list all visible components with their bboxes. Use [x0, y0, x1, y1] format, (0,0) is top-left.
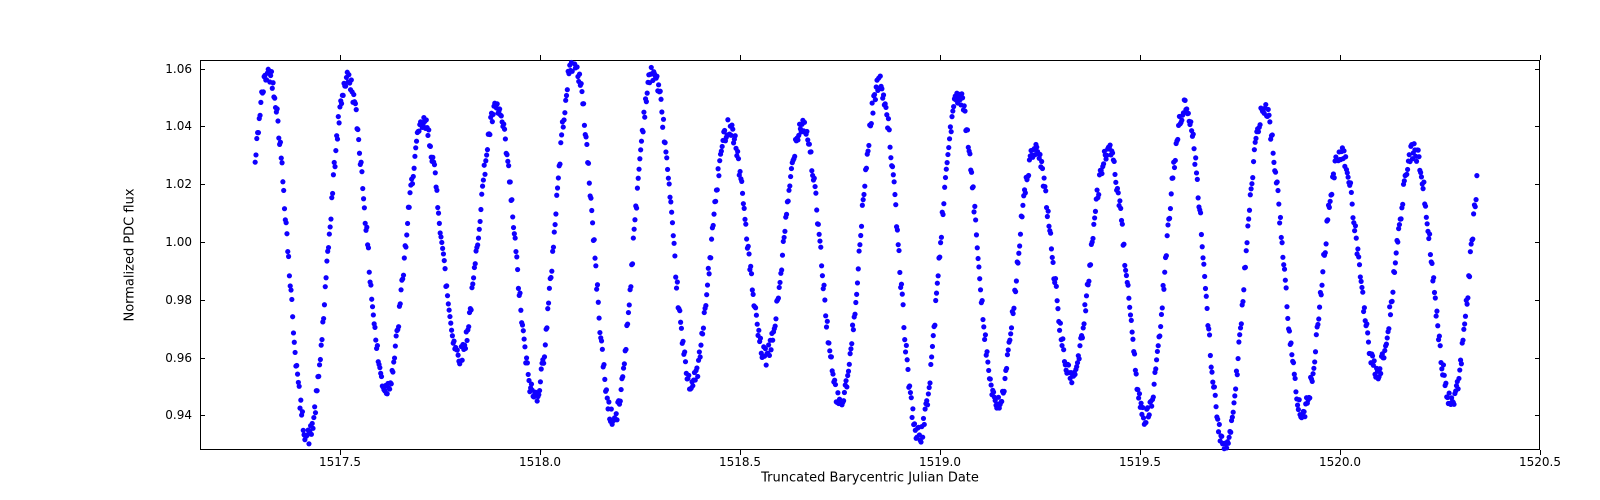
ytick-mark [200, 358, 205, 359]
xtick-mark [740, 55, 741, 60]
xtick-label: 1518.0 [519, 455, 561, 469]
ytick-mark [1535, 69, 1540, 70]
xtick-label: 1519.5 [1119, 455, 1161, 469]
xtick-label: 1520.0 [1319, 455, 1361, 469]
ytick-mark [1535, 184, 1540, 185]
ytick-label: 0.94 [165, 408, 192, 422]
xtick-label: 1520.5 [1519, 455, 1561, 469]
ytick-mark [1535, 358, 1540, 359]
figure: Normalized PDC flux Truncated Barycentri… [0, 0, 1600, 500]
xtick-mark [1540, 55, 1541, 60]
xtick-label: 1519.0 [919, 455, 961, 469]
ytick-label: 0.98 [165, 293, 192, 307]
xtick-label: 1517.5 [319, 455, 361, 469]
axes-box [200, 60, 1540, 450]
ytick-mark [200, 69, 205, 70]
ytick-label: 1.02 [165, 177, 192, 191]
xtick-mark [1340, 55, 1341, 60]
xtick-label: 1518.5 [719, 455, 761, 469]
ytick-mark [200, 300, 205, 301]
scatter-plot [201, 61, 1539, 449]
ytick-mark [200, 126, 205, 127]
ytick-mark [1535, 242, 1540, 243]
y-axis-label: Normalized PDC flux [123, 188, 138, 321]
ytick-mark [200, 415, 205, 416]
ytick-mark [200, 184, 205, 185]
ytick-mark [200, 242, 205, 243]
ytick-mark [1535, 415, 1540, 416]
ytick-label: 1.00 [165, 235, 192, 249]
x-axis-label: Truncated Barycentric Julian Date [761, 471, 979, 486]
ytick-label: 1.06 [165, 62, 192, 76]
ytick-label: 0.96 [165, 351, 192, 365]
ytick-mark [1535, 300, 1540, 301]
xtick-mark [340, 55, 341, 60]
xtick-mark [940, 55, 941, 60]
ytick-mark [1535, 126, 1540, 127]
xtick-mark [540, 55, 541, 60]
xtick-mark [1140, 55, 1141, 60]
ytick-label: 1.04 [165, 119, 192, 133]
